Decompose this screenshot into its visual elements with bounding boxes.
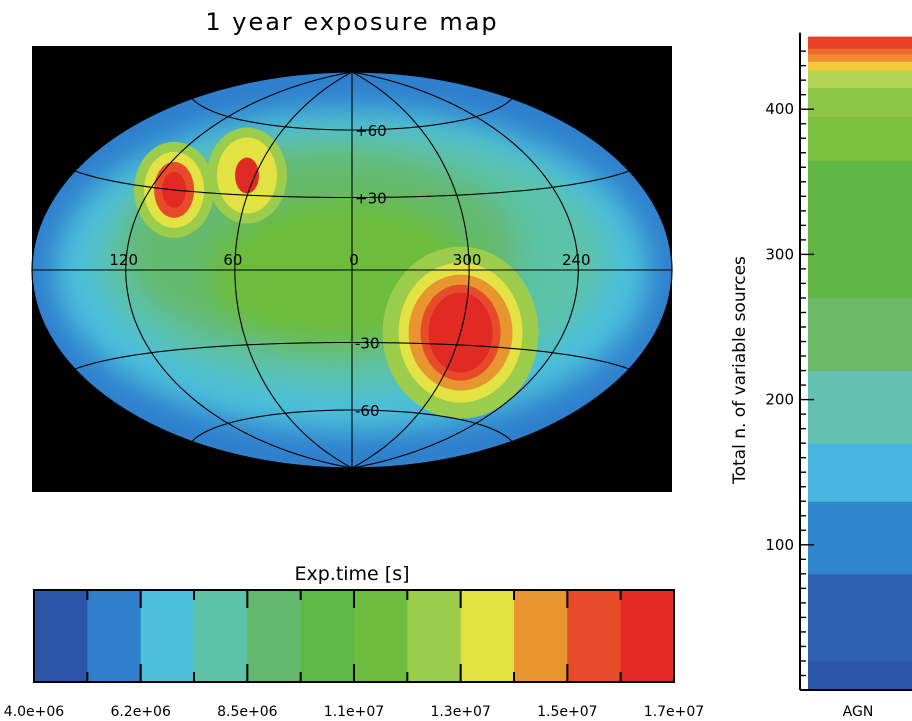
colorbar-cell (407, 590, 462, 682)
bar-segment (808, 48, 912, 55)
colorbar-label: Exp.time [s] (294, 563, 409, 585)
meridian-line (351, 71, 470, 469)
bar-segment (808, 36, 912, 49)
colorbar-tick-labels: 4.0e+06 6.2e+06 8.5e+06 1.1e+07 1.3e+07 1.5e+… (4, 704, 704, 720)
bar-ylabel: Total n. of variable sources (730, 256, 750, 485)
map-title: 1 year exposure map (205, 8, 498, 36)
colorbar-tick-label: 6.2e+06 (110, 704, 171, 720)
colorbar-tick-label: 1.1e+07 (324, 704, 384, 720)
latitude-label: -60 (355, 402, 380, 420)
longitude-label: 240 (562, 251, 591, 269)
colorbar-tick-label: 8.5e+06 (217, 704, 278, 720)
colorbar-cell (140, 590, 195, 682)
bar-category-label: AGN (843, 704, 874, 720)
bar-segment (808, 70, 912, 88)
colorbar-cell (567, 590, 622, 682)
colorbar-tick-label: 1.5e+07 (537, 704, 597, 720)
meridian-line (351, 71, 579, 469)
colorbar-cell (300, 590, 355, 682)
colorbar-cell (620, 590, 675, 682)
y-tick-label: 100 (765, 536, 794, 554)
bar-segment (808, 370, 912, 444)
longitude-labels: 120 60 0 300 240 (109, 251, 590, 269)
bar-segment (808, 61, 912, 71)
map-graticule (31, 71, 673, 469)
bar-segment (808, 443, 912, 502)
meridian-line (125, 71, 353, 469)
colorbar-cell (514, 590, 568, 682)
bar-segment (808, 116, 912, 161)
colorbar (34, 590, 675, 682)
colorbar-tick-label: 4.0e+06 (4, 704, 65, 720)
colorbar-tick-label: 1.7e+07 (644, 704, 704, 720)
colorbar-cell (34, 590, 88, 682)
y-tick-label: 300 (765, 245, 794, 263)
bar-segment (808, 501, 912, 575)
bar-segment (808, 87, 912, 117)
colorbar-cell (247, 590, 302, 682)
longitude-label: 120 (109, 251, 138, 269)
y-tick-label: 200 (765, 391, 794, 409)
exposure-hotspot (234, 157, 259, 194)
y-tick-label: 400 (765, 100, 794, 118)
latitude-label: +30 (355, 190, 387, 208)
longitude-label: 300 (453, 251, 482, 269)
latitude-label: +60 (355, 122, 387, 140)
longitude-label: 0 (349, 251, 359, 269)
bar-category-labels: AGN (843, 704, 874, 720)
latitude-labels: +60 +30 -30 -60 (355, 122, 387, 420)
colorbar-cell (87, 590, 142, 682)
bar-segment (808, 54, 912, 62)
bar-segment (808, 661, 912, 691)
colorbar-cell (354, 590, 408, 682)
latitude-label: -30 (355, 334, 380, 352)
bar-y-axis: 100 200 300 400 (765, 32, 912, 691)
bar-segment (808, 298, 912, 372)
meridian-line (234, 71, 353, 469)
bar-segment (808, 573, 912, 662)
colorbar-cell (460, 590, 515, 682)
colorbar-tick-label: 1.3e+07 (430, 704, 490, 720)
colorbar-cell (194, 590, 248, 682)
longitude-label: 60 (223, 251, 242, 269)
stacked-bar (808, 36, 912, 691)
bar-segment (808, 160, 912, 299)
colorbar-ticks (33, 590, 622, 682)
